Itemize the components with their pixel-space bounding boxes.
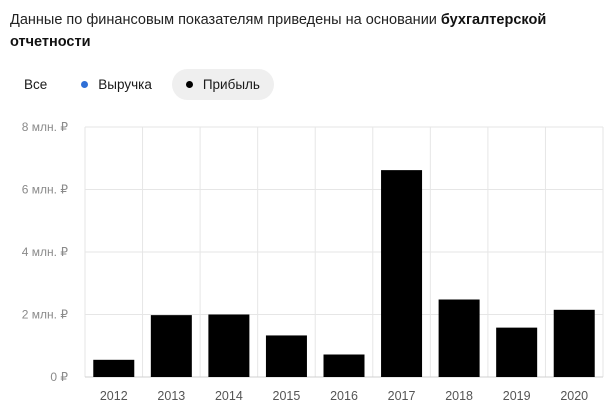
data-source-note: Данные по финансовым показателям приведе… [10,9,590,53]
x-tick-label: 2019 [503,389,531,403]
x-tick-label: 2014 [215,389,243,403]
data-source-note-bold: бухгалтерской отчетности [10,12,547,50]
profit-dot-icon [185,81,193,88]
filter-all-label: Все [24,77,48,92]
bar-2018 [438,299,480,377]
bar-2012 [93,359,135,377]
y-tick-label: 2 млн. ₽ [22,308,69,322]
profit-bar-chart: 0 ₽ 2 млн. ₽ 4 млн. ₽ 6 млн. ₽ 8 млн. ₽ 2012 2… [22,120,604,403]
chart-filter-tabs: Все Выручка Прибыль [10,69,274,100]
y-tick-label: 4 млн. ₽ [22,245,69,259]
filter-all[interactable]: Все [10,69,61,100]
bar-2017 [381,170,423,377]
x-tick-label: 2016 [330,389,358,403]
x-tick-label: 2015 [273,389,301,403]
y-tick-label: 0 ₽ [50,370,68,384]
data-source-note-text: Данные по финансовым показателям приведе… [10,12,441,28]
y-tick-label: 6 млн. ₽ [22,183,69,197]
x-tick-label: 2018 [445,389,473,403]
bar-2014 [208,314,250,377]
y-tick-label: 8 млн. ₽ [22,120,69,134]
filter-revenue-label: Выручка [98,77,152,92]
bar-2013 [150,315,192,377]
x-tick-label: 2017 [388,389,416,403]
filter-profit-label: Прибыль [202,77,260,92]
filter-revenue[interactable]: Выручка [67,69,166,100]
x-tick-label: 2020 [560,389,588,403]
bar-2019 [496,327,538,377]
bar-2020 [553,309,595,377]
x-tick-label: 2013 [157,389,185,403]
filter-profit[interactable]: Прибыль [171,69,274,100]
bar-2015 [265,335,307,377]
x-tick-label: 2012 [100,389,128,403]
revenue-dot-icon [81,81,89,88]
bar-2016 [323,354,365,377]
